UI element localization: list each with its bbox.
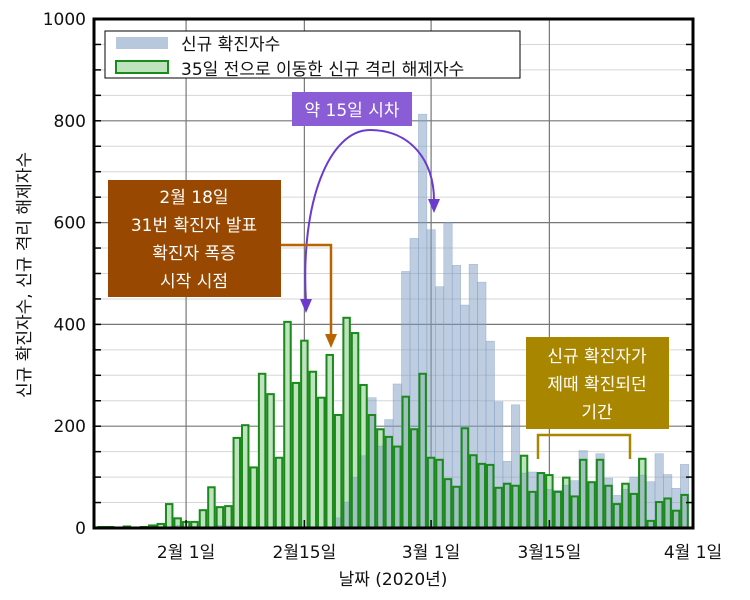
release-bar <box>266 394 275 528</box>
lag-annotation: 약 15일 시차 <box>292 92 440 313</box>
release-bar <box>350 333 360 528</box>
x-tick-label: 2월15일 <box>273 543 337 563</box>
release-bar <box>215 507 225 528</box>
release-bar <box>207 487 216 528</box>
lag-text: 약 15일 시차 <box>305 101 400 121</box>
y-tick-label: 1000 <box>43 10 86 30</box>
ticks: 0 200 400 600 800 1000 2월 1일 2월15일 3월 1일 3월15일 4월 … <box>43 10 722 563</box>
event-box <box>108 180 281 297</box>
release-bar-outlines <box>97 316 689 530</box>
release-bar <box>156 523 165 528</box>
event-line-4: 시작 시점 <box>160 272 228 292</box>
release-bar <box>249 467 258 528</box>
legend-swatch-cases <box>116 37 168 49</box>
lag-arc-arrow <box>304 128 435 303</box>
lag-box <box>292 92 412 126</box>
x-tick-label: 3월 1일 <box>402 543 460 563</box>
release-bar <box>198 510 208 528</box>
y-tick-label: 0 <box>75 519 86 539</box>
release-bar <box>308 371 318 528</box>
period-box <box>526 337 669 429</box>
case-bars <box>113 113 690 529</box>
release-bar <box>164 504 174 528</box>
release-bar <box>257 373 267 528</box>
event-line-2: 31번 확진자 발표 <box>131 216 257 236</box>
period-bracket <box>536 433 632 459</box>
legend-swatch-release <box>115 60 169 74</box>
release-bar <box>333 415 343 528</box>
y-tick-label: 200 <box>54 417 86 437</box>
y-axis-title: 신규 확진자수, 신규 격리 해제자수 <box>15 152 35 398</box>
period-annotation: 신규 확진자가 제때 확진되던 기간 <box>526 337 669 459</box>
legend: 신규 확진자수 35일 전으로 이동한 신규 격리 해제자수 <box>104 30 521 80</box>
period-line-3: 기간 <box>581 403 613 423</box>
release-bar <box>317 397 326 528</box>
arrowhead-icon <box>300 299 312 313</box>
release-bar <box>274 457 284 528</box>
arrowhead-icon <box>428 199 440 213</box>
event-line-1: 2월 18일 <box>159 188 228 208</box>
y-tick-label: 600 <box>54 214 86 234</box>
release-bar <box>300 340 309 528</box>
period-line-2: 제때 확진되던 <box>547 375 646 395</box>
legend-label-cases: 신규 확진자수 <box>181 35 280 55</box>
period-line-1: 신규 확진자가 <box>547 347 647 367</box>
event-arrow <box>281 243 333 336</box>
release-bar <box>173 518 182 528</box>
event-line-3: 확진자 폭증 <box>152 244 236 264</box>
y-tick-label: 400 <box>54 315 86 335</box>
y-tick-label: 800 <box>54 112 86 132</box>
release-bar <box>291 382 301 528</box>
release-bar <box>190 521 199 528</box>
release-bar <box>232 437 242 528</box>
x-axis-title: 날짜 (2020년) <box>339 570 448 590</box>
legend-box <box>104 30 521 79</box>
release-bar <box>325 354 334 528</box>
x-tick-label: 2월 1일 <box>157 543 215 563</box>
event-annotation: 2월 18일 31번 확진자 발표 확진자 폭증 시작 시점 <box>108 180 337 348</box>
x-tick-label: 3월15일 <box>518 543 582 563</box>
release-bar <box>342 317 351 528</box>
release-bar <box>283 321 292 528</box>
x-tick-label: 4월 1일 <box>664 543 722 563</box>
arrowhead-icon <box>325 334 337 348</box>
release-bar <box>224 506 233 528</box>
legend-label-release: 35일 전으로 이동한 신규 격리 해제자수 <box>181 60 464 80</box>
release-bar <box>241 425 250 528</box>
